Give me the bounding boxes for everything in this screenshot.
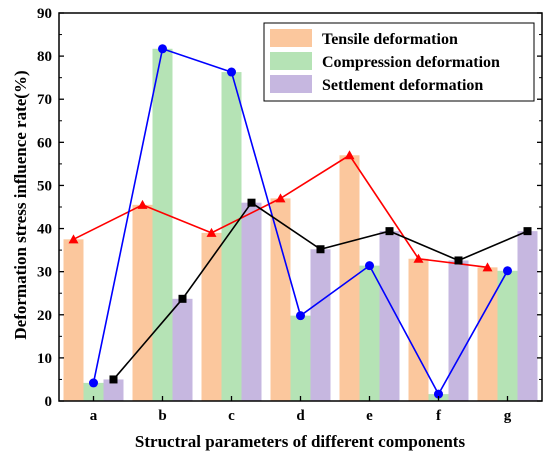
bar-tensile-g bbox=[477, 267, 498, 401]
marker-compression-a bbox=[89, 378, 98, 388]
bar-settlement-d bbox=[310, 249, 331, 401]
ticks-layer: 0 10 20 30 40 50 60 70 80 90 a b c d e f g bbox=[37, 6, 542, 424]
y-tick-label: 10 bbox=[37, 351, 52, 367]
x-tick-label-f: f bbox=[436, 408, 442, 424]
y-axis-title: Deformation stress influence rate(%) bbox=[11, 70, 30, 339]
x-tick-label-a: a bbox=[90, 408, 98, 424]
legend-swatch-settlement bbox=[270, 75, 312, 93]
bar-tensile-e bbox=[339, 155, 360, 401]
y-tick-label: 70 bbox=[37, 92, 52, 108]
x-axis-title: Structral parameters of different compon… bbox=[135, 432, 466, 451]
y-tick-label: 0 bbox=[45, 394, 53, 410]
marker-settlement-d bbox=[316, 245, 325, 254]
bar-compression-d bbox=[290, 315, 311, 401]
x-tick-label-b: b bbox=[158, 408, 166, 424]
x-tick-label-g: g bbox=[504, 408, 512, 424]
bar-settlement-f bbox=[448, 260, 469, 401]
marker-settlement-f bbox=[454, 256, 463, 265]
marker-settlement-c bbox=[247, 198, 256, 207]
marker-tensile-a bbox=[68, 234, 79, 244]
bar-settlement-g bbox=[517, 231, 538, 401]
marker-settlement-a bbox=[109, 375, 118, 384]
y-tick-label: 60 bbox=[37, 135, 52, 151]
marker-compression-f bbox=[434, 389, 443, 399]
y-tick-label: 50 bbox=[37, 178, 52, 194]
y-tick-label: 20 bbox=[37, 308, 52, 324]
y-tick-label: 80 bbox=[37, 49, 52, 65]
bar-settlement-b bbox=[172, 298, 193, 401]
marker-tensile-b bbox=[137, 199, 148, 209]
bar-compression-b bbox=[152, 48, 173, 401]
legend-swatch-compression bbox=[270, 52, 312, 70]
marker-compression-d bbox=[296, 311, 305, 321]
marker-settlement-b bbox=[178, 294, 187, 303]
x-tick-label-c: c bbox=[228, 408, 235, 424]
marker-tensile-f bbox=[413, 253, 424, 263]
legend-label-compression: Compression deformation bbox=[322, 54, 500, 71]
bar-compression-g bbox=[497, 270, 518, 401]
marker-settlement-e bbox=[385, 227, 394, 236]
bar-tensile-b bbox=[132, 204, 153, 401]
marker-compression-g bbox=[503, 266, 512, 276]
bar-tensile-f bbox=[408, 258, 429, 401]
marker-settlement-g bbox=[523, 227, 532, 236]
bar-tensile-a bbox=[63, 239, 84, 401]
bar-tensile-d bbox=[270, 198, 291, 401]
bars-layer bbox=[63, 48, 538, 401]
bar-settlement-a bbox=[103, 379, 124, 401]
lines-layer bbox=[68, 44, 532, 399]
y-tick-label: 30 bbox=[37, 265, 52, 281]
bar-settlement-e bbox=[379, 231, 400, 401]
marker-compression-b bbox=[158, 44, 167, 54]
bar-settlement-c bbox=[241, 202, 262, 401]
bar-tensile-c bbox=[201, 232, 222, 401]
x-tick-label-e: e bbox=[366, 408, 373, 424]
legend-label-settlement: Settlement deformation bbox=[322, 77, 483, 94]
marker-tensile-g bbox=[482, 262, 493, 272]
y-tick-label: 40 bbox=[37, 222, 52, 238]
marker-compression-e bbox=[365, 261, 374, 271]
marker-tensile-d bbox=[275, 193, 286, 203]
legend-label-tensile: Tensile deformation bbox=[322, 31, 458, 48]
legend: Tensile deformation Compression deformat… bbox=[263, 22, 535, 102]
bar-compression-a bbox=[83, 382, 104, 401]
bar-compression-e bbox=[359, 265, 380, 401]
marker-tensile-e bbox=[344, 150, 355, 160]
marker-tensile-c bbox=[206, 227, 217, 237]
x-tick-label-d: d bbox=[296, 408, 305, 424]
bar-compression-c bbox=[221, 72, 242, 401]
legend-swatch-tensile bbox=[270, 29, 312, 47]
y-tick-label: 90 bbox=[37, 6, 52, 22]
marker-compression-c bbox=[227, 67, 236, 77]
